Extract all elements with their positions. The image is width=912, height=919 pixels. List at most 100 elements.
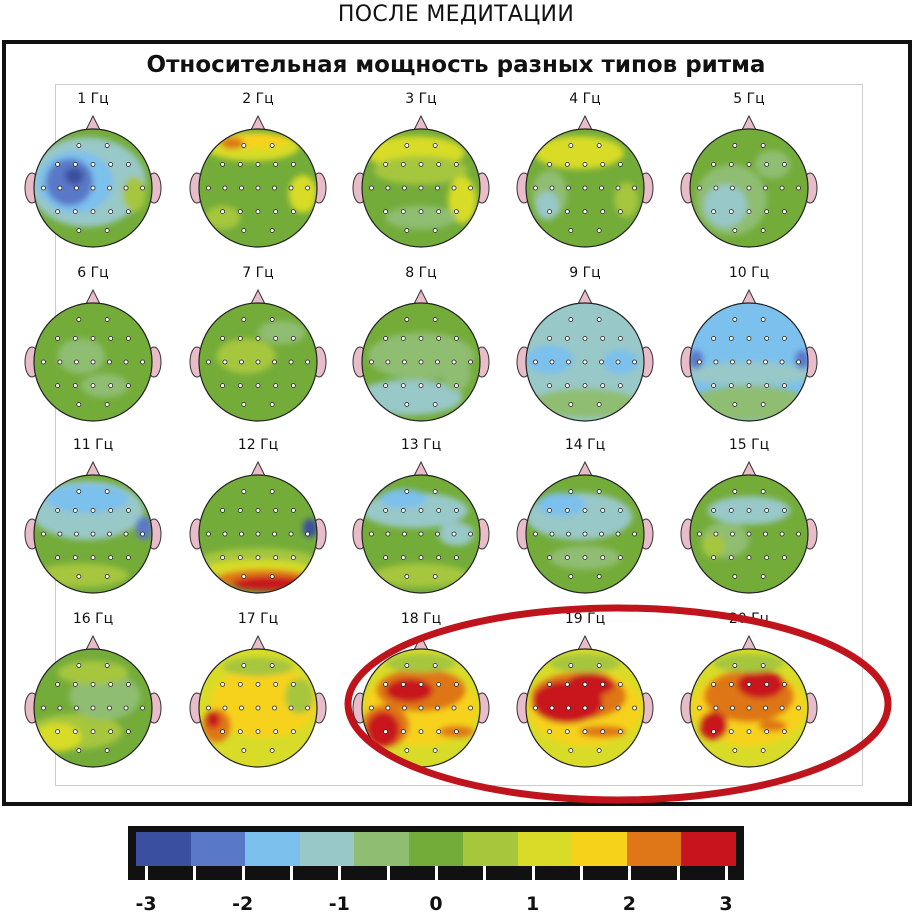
electrode	[237, 508, 243, 513]
electrode	[547, 383, 552, 388]
head-topomap	[188, 635, 328, 779]
electrode	[237, 209, 243, 214]
electrode	[760, 489, 766, 494]
scale-tick	[676, 866, 680, 880]
electrode	[269, 574, 275, 579]
scale-tick	[386, 866, 390, 880]
electrode	[239, 185, 244, 191]
electrode	[432, 489, 438, 494]
electrode	[618, 729, 623, 734]
electrode	[72, 729, 78, 734]
electrode	[220, 682, 225, 687]
power-region	[699, 711, 728, 740]
electrode	[74, 531, 79, 537]
electrode	[255, 162, 261, 167]
electrode	[732, 574, 738, 579]
electrode	[711, 729, 716, 734]
electrode	[206, 531, 211, 537]
electrode	[454, 162, 459, 167]
electrode	[404, 317, 410, 322]
electrode	[220, 508, 225, 513]
electrode	[760, 402, 766, 407]
electrode	[123, 705, 129, 711]
color-swatch	[354, 832, 409, 866]
electrode	[547, 162, 552, 167]
electrode	[451, 359, 457, 365]
electrode	[599, 531, 604, 537]
electrode	[291, 162, 296, 167]
electrode	[140, 531, 145, 537]
freq-label: 10 Гц	[728, 265, 770, 281]
electrode	[618, 162, 623, 167]
electrode	[90, 336, 96, 341]
head-outline	[525, 302, 645, 422]
electrode	[369, 705, 374, 711]
electrode	[41, 531, 46, 537]
electrode	[305, 531, 310, 537]
freq-label: 17 Гц	[237, 611, 279, 627]
electrode	[732, 317, 738, 322]
electrode	[599, 359, 604, 365]
power-region	[258, 320, 306, 345]
electrode	[104, 574, 110, 579]
power-region	[535, 191, 560, 220]
electrode	[732, 489, 738, 494]
electrode	[140, 185, 145, 191]
electrode	[241, 663, 247, 668]
power-region	[57, 660, 129, 685]
electrode	[241, 574, 247, 579]
electrode	[400, 729, 406, 734]
color-swatch	[517, 832, 573, 866]
scale-tick	[531, 866, 535, 880]
electrode	[220, 383, 225, 388]
electrode	[600, 209, 606, 214]
electrode	[568, 489, 574, 494]
power-region	[531, 389, 639, 418]
electrode	[568, 402, 574, 407]
electrode	[547, 209, 552, 214]
scale-tick	[241, 866, 245, 880]
electrode	[239, 359, 244, 365]
electrode	[618, 209, 623, 214]
head-topomap	[188, 461, 328, 605]
color-scale	[128, 826, 744, 890]
electrode	[104, 663, 110, 668]
electrode	[564, 162, 570, 167]
electrode	[90, 555, 96, 560]
electrode	[600, 162, 606, 167]
electrode	[454, 209, 459, 214]
freq-label: 12 Гц	[237, 437, 279, 453]
power-region	[385, 653, 457, 673]
electrode	[600, 383, 606, 388]
color-swatch	[245, 832, 300, 866]
electrode	[400, 508, 406, 513]
electrode	[596, 748, 602, 753]
electrode	[596, 402, 602, 407]
electrode	[454, 682, 459, 687]
electrode	[468, 705, 473, 711]
head-outline	[33, 302, 153, 422]
electrode	[108, 508, 114, 513]
head-outline	[33, 474, 153, 594]
electrode	[369, 531, 374, 537]
electrode	[632, 531, 637, 537]
electrode	[269, 402, 275, 407]
electrode	[126, 162, 131, 167]
panel-title: Относительная мощность разных типов ритм…	[146, 52, 766, 78]
electrode	[237, 162, 243, 167]
power-region	[222, 657, 294, 677]
electrode	[402, 359, 407, 365]
head-topomap	[515, 461, 655, 605]
electrode	[255, 555, 261, 560]
electrode	[291, 555, 296, 560]
electrode	[566, 705, 571, 711]
head-topomap	[515, 289, 655, 433]
electrode	[76, 663, 82, 668]
head-outline	[33, 128, 153, 248]
power-region	[534, 136, 624, 170]
scale-label: 2	[622, 893, 636, 915]
electrode	[436, 162, 442, 167]
scale-tick	[435, 866, 438, 880]
electrode	[239, 531, 244, 537]
electrode	[418, 705, 424, 711]
